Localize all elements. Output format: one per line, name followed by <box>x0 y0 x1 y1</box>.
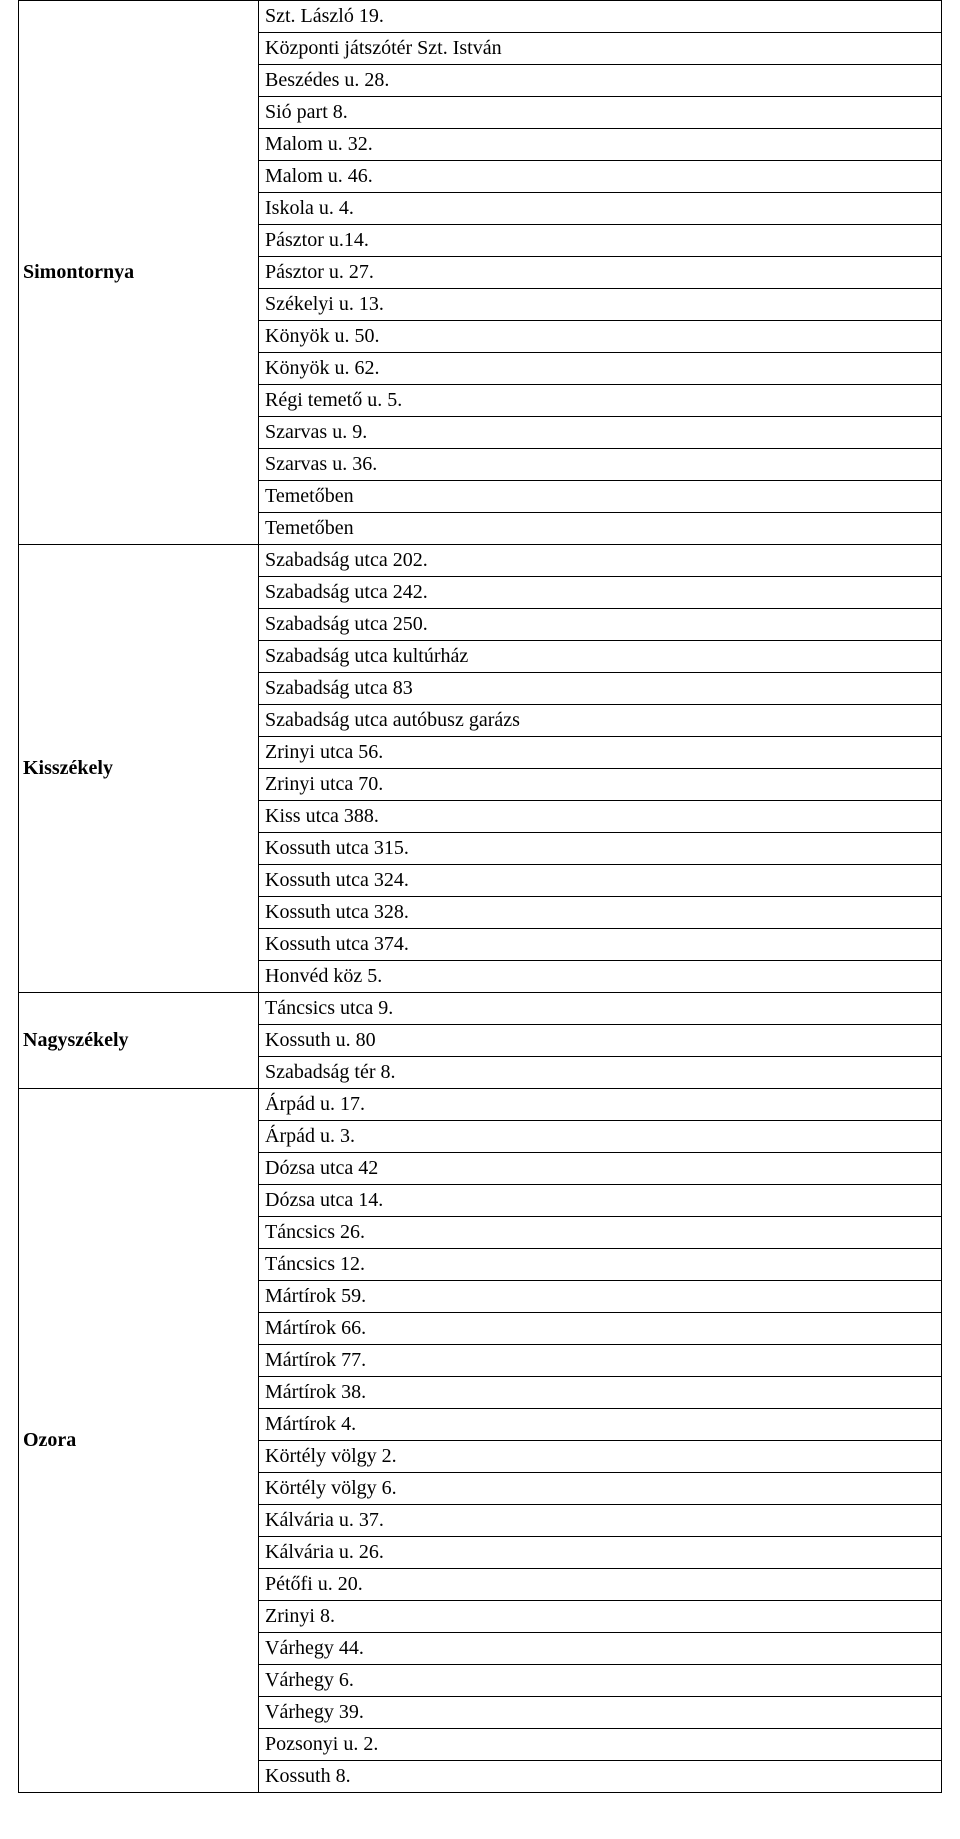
address-cell: Mártírok 59. <box>259 1281 942 1313</box>
table-body: SimontornyaSzt. László 19.Központi játsz… <box>19 1 942 1793</box>
address-cell: Kálvária u. 37. <box>259 1505 942 1537</box>
address-cell: Szabadság tér 8. <box>259 1057 942 1089</box>
address-cell: Malom u. 32. <box>259 129 942 161</box>
address-cell: Beszédes u. 28. <box>259 65 942 97</box>
address-cell: Zrinyi 8. <box>259 1601 942 1633</box>
group-label: Nagyszékely <box>19 993 259 1089</box>
address-cell: Temetőben <box>259 513 942 545</box>
address-cell: Dózsa utca 14. <box>259 1185 942 1217</box>
address-table: SimontornyaSzt. László 19.Központi játsz… <box>18 0 942 1793</box>
table-row: NagyszékelyTáncsics utca 9. <box>19 993 942 1025</box>
group-label: Simontornya <box>19 1 259 545</box>
address-cell: Táncsics utca 9. <box>259 993 942 1025</box>
group-label: Kisszékely <box>19 545 259 993</box>
table-row: SimontornyaSzt. László 19. <box>19 1 942 33</box>
address-cell: Mártírok 4. <box>259 1409 942 1441</box>
address-cell: Zrinyi utca 56. <box>259 737 942 769</box>
address-cell: Kossuth 8. <box>259 1761 942 1793</box>
address-cell: Könyök u. 50. <box>259 321 942 353</box>
address-cell: Kossuth utca 374. <box>259 929 942 961</box>
address-cell: Szabadság utca 202. <box>259 545 942 577</box>
address-cell: Központi játszótér Szt. István <box>259 33 942 65</box>
address-cell: Várhegy 39. <box>259 1697 942 1729</box>
address-cell: Iskola u. 4. <box>259 193 942 225</box>
address-cell: Árpád u. 17. <box>259 1089 942 1121</box>
address-cell: Zrinyi utca 70. <box>259 769 942 801</box>
document-page: SimontornyaSzt. László 19.Központi játsz… <box>0 0 960 1833</box>
table-row: OzoraÁrpád u. 17. <box>19 1089 942 1121</box>
address-cell: Szarvas u. 9. <box>259 417 942 449</box>
address-cell: Temetőben <box>259 481 942 513</box>
address-cell: Kiss utca 388. <box>259 801 942 833</box>
address-cell: Dózsa utca 42 <box>259 1153 942 1185</box>
address-cell: Szabadság utca autóbusz garázs <box>259 705 942 737</box>
address-cell: Pétőfi u. 20. <box>259 1569 942 1601</box>
address-cell: Mártírok 38. <box>259 1377 942 1409</box>
address-cell: Várhegy 44. <box>259 1633 942 1665</box>
address-cell: Körtély völgy 6. <box>259 1473 942 1505</box>
address-cell: Szabadság utca 242. <box>259 577 942 609</box>
address-cell: Honvéd köz 5. <box>259 961 942 993</box>
address-cell: Kossuth utca 315. <box>259 833 942 865</box>
address-cell: Szarvas u. 36. <box>259 449 942 481</box>
address-cell: Sió part 8. <box>259 97 942 129</box>
address-cell: Könyök u. 62. <box>259 353 942 385</box>
address-cell: Székelyi u. 13. <box>259 289 942 321</box>
address-cell: Körtély völgy 2. <box>259 1441 942 1473</box>
address-cell: Pozsonyi u. 2. <box>259 1729 942 1761</box>
address-cell: Pásztor u.14. <box>259 225 942 257</box>
address-cell: Szabadság utca 250. <box>259 609 942 641</box>
address-cell: Szabadság utca 83 <box>259 673 942 705</box>
address-cell: Malom u. 46. <box>259 161 942 193</box>
address-cell: Régi temető u. 5. <box>259 385 942 417</box>
table-row: KisszékelySzabadság utca 202. <box>19 545 942 577</box>
group-label: Ozora <box>19 1089 259 1793</box>
address-cell: Szabadság utca kultúrház <box>259 641 942 673</box>
address-cell: Mártírok 77. <box>259 1345 942 1377</box>
address-cell: Várhegy 6. <box>259 1665 942 1697</box>
address-cell: Kossuth u. 80 <box>259 1025 942 1057</box>
address-cell: Táncsics 12. <box>259 1249 942 1281</box>
address-cell: Táncsics 26. <box>259 1217 942 1249</box>
address-cell: Kossuth utca 328. <box>259 897 942 929</box>
address-cell: Mártírok 66. <box>259 1313 942 1345</box>
address-cell: Pásztor u. 27. <box>259 257 942 289</box>
address-cell: Kálvária u. 26. <box>259 1537 942 1569</box>
address-cell: Árpád u. 3. <box>259 1121 942 1153</box>
address-cell: Szt. László 19. <box>259 1 942 33</box>
address-cell: Kossuth utca 324. <box>259 865 942 897</box>
